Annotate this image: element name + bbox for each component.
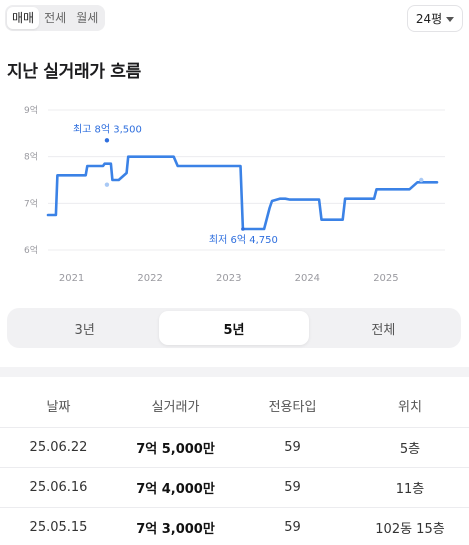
row-area-type: 59 xyxy=(284,520,301,535)
tab-sale[interactable]: 매매 xyxy=(7,7,40,29)
x-tick-label: 2022 xyxy=(137,273,162,284)
chevron-down-icon xyxy=(446,16,455,22)
period-3y-button[interactable]: 3년 xyxy=(74,322,95,338)
deal-type-tabs: 매매 전세 월세 xyxy=(5,5,106,31)
row-price: 7억 5,000만 xyxy=(136,442,215,457)
faint-point xyxy=(104,182,110,187)
size-select[interactable]: 24평 xyxy=(407,5,463,32)
price-trend-chart: 9억 8억 7억 6억 2021 2022 2023 2024 2025 최고 8억 3,500 최… xyxy=(24,104,445,284)
table-row[interactable]: 25.05.15 7억 3,000만 59 102동 15층 xyxy=(0,508,469,545)
row-date: 25.06.16 xyxy=(29,480,88,495)
x-tick-label: 2024 xyxy=(295,273,320,284)
min-price-annotation: 최저 6억 4,750 xyxy=(209,234,278,246)
row-date: 25.05.15 xyxy=(29,520,88,535)
y-tick-label: 7억 xyxy=(24,197,38,209)
row-location: 11층 xyxy=(395,482,425,497)
max-price-annotation: 최고 8억 3,500 xyxy=(73,123,142,135)
row-area-type: 59 xyxy=(284,480,301,495)
faint-point xyxy=(419,177,424,183)
header-price: 실거래가 xyxy=(151,400,200,415)
section-divider xyxy=(0,367,469,377)
y-tick-label: 8억 xyxy=(24,151,38,163)
header-area-type: 전용타입 xyxy=(268,400,317,415)
min-point xyxy=(241,227,245,231)
x-tick-label: 2025 xyxy=(373,273,398,284)
period-selector: 3년 5년 전체 xyxy=(7,308,461,348)
y-tick-label: 6억 xyxy=(24,244,38,256)
period-all-button[interactable]: 전체 xyxy=(371,322,396,338)
table-header: 날짜 실거래가 전용타입 위치 xyxy=(0,384,469,428)
table-row[interactable]: 25.06.16 7억 4,000만 59 11층 xyxy=(0,468,469,508)
price-series-line xyxy=(46,155,439,231)
header-location: 위치 xyxy=(398,400,422,415)
x-tick-label: 2023 xyxy=(216,273,241,284)
row-price: 7억 4,000만 xyxy=(136,482,215,497)
transactions-table: 날짜 실거래가 전용타입 위치 25.06.22 7억 5,000만 59 5층… xyxy=(0,384,469,545)
row-location: 102동 15층 xyxy=(375,522,445,537)
tab-jeonse[interactable]: 전세 xyxy=(44,11,67,25)
header-date: 날짜 xyxy=(46,400,71,415)
tab-monthly-rent[interactable]: 월세 xyxy=(76,11,99,25)
x-tick-label: 2021 xyxy=(59,273,84,284)
row-date: 25.06.22 xyxy=(29,440,88,455)
period-5y-button[interactable]: 5년 xyxy=(159,311,309,345)
y-tick-label: 9억 xyxy=(24,104,38,116)
section-title: 지난 실거래가 흐름 xyxy=(7,62,141,82)
row-price: 7억 3,000만 xyxy=(136,522,215,537)
size-select-value: 24평 xyxy=(415,12,443,26)
max-point xyxy=(104,138,110,143)
row-location: 5층 xyxy=(399,442,421,457)
table-row[interactable]: 25.06.22 7억 5,000만 59 5층 xyxy=(0,428,469,468)
row-area-type: 59 xyxy=(284,440,301,455)
